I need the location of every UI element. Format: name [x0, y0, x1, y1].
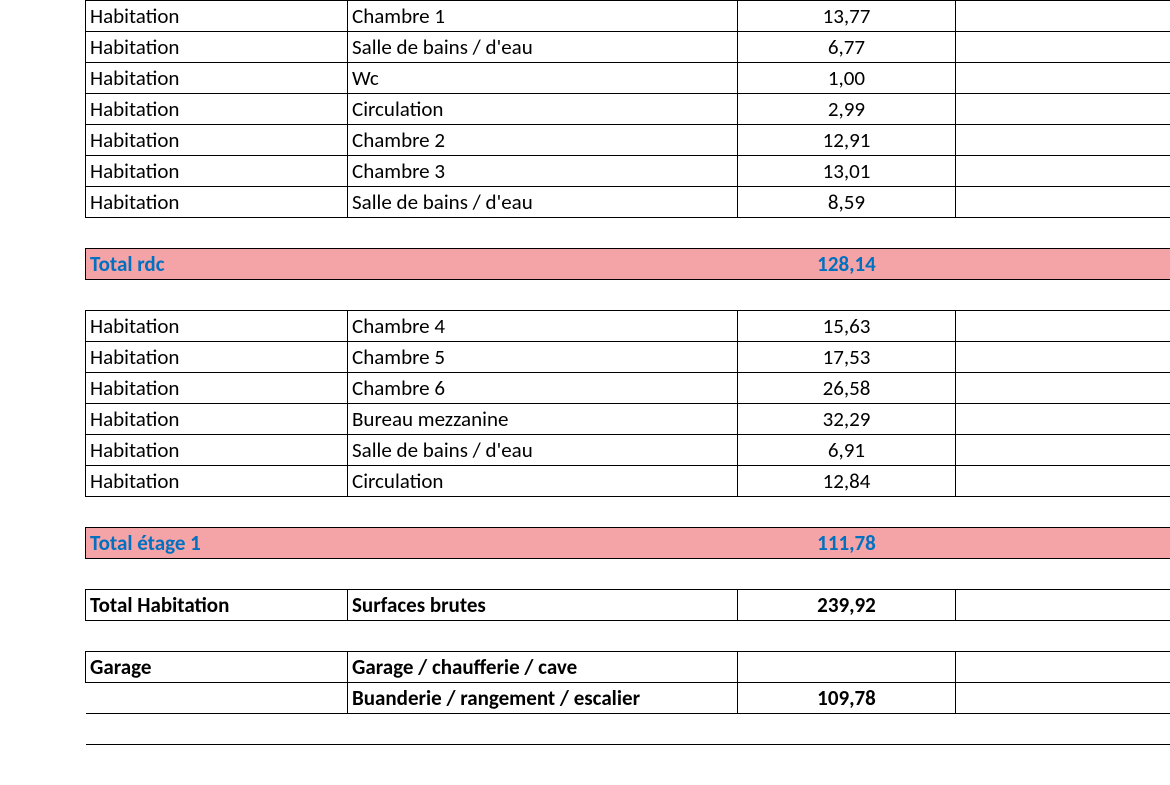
cell-empty: [956, 63, 1170, 94]
table-row: Habitation Wc 1,00: [86, 63, 1170, 94]
total-label: Total rdc: [86, 249, 348, 280]
cell-empty: [956, 528, 1170, 559]
cell-room: Salle de bains / d'eau: [348, 187, 738, 218]
cell-empty: [348, 249, 738, 280]
cell-value: [738, 652, 956, 683]
cell-value: 17,53: [738, 342, 956, 373]
cell-value: 15,63: [738, 311, 956, 342]
cell-room: Circulation: [348, 466, 738, 497]
cell-value: 239,92: [738, 590, 956, 621]
cell-empty: [956, 1, 1170, 32]
cell-type: Habitation: [86, 63, 348, 94]
cell-room: Chambre 5: [348, 342, 738, 373]
spacer-row: [86, 280, 1170, 311]
cell-type: Habitation: [86, 311, 348, 342]
cell-empty: [956, 466, 1170, 497]
cell-type: Habitation: [86, 156, 348, 187]
cell-empty: [956, 187, 1170, 218]
total-value: 128,14: [738, 249, 956, 280]
cell-empty: [956, 373, 1170, 404]
table-row: Habitation Chambre 6 26,58: [86, 373, 1170, 404]
cell-type: Habitation: [86, 94, 348, 125]
table-row: Habitation Salle de bains / d'eau 6,77: [86, 32, 1170, 63]
cell-room: Circulation: [348, 94, 738, 125]
table-row: Garage Garage / chaufferie / cave: [86, 652, 1170, 683]
cell-room: Chambre 3: [348, 156, 738, 187]
cell-room: Chambre 6: [348, 373, 738, 404]
cell-empty: [956, 311, 1170, 342]
table-row: Habitation Bureau mezzanine 32,29: [86, 404, 1170, 435]
spreadsheet-surface-table: Habitation Chambre 1 13,77 Habitation Sa…: [0, 0, 1170, 785]
cell-room: Salle de bains / d'eau: [348, 32, 738, 63]
total-value: 111,78: [738, 528, 956, 559]
spacer-row: [86, 559, 1170, 590]
spacer-row: [86, 218, 1170, 249]
table-row: Habitation Chambre 5 17,53: [86, 342, 1170, 373]
cell-empty: [956, 590, 1170, 621]
table-row: Habitation Circulation 2,99: [86, 94, 1170, 125]
cell-value: 26,58: [738, 373, 956, 404]
cell-value: 6,77: [738, 32, 956, 63]
cell-empty: [956, 94, 1170, 125]
cell-value: 32,29: [738, 404, 956, 435]
cell-room: Garage / chaufferie / cave: [348, 652, 738, 683]
total-habitation-row: Total Habitation Surfaces brutes 239,92: [86, 590, 1170, 621]
cell-type: Habitation: [86, 404, 348, 435]
cell-value: 6,91: [738, 435, 956, 466]
cell-empty: [956, 249, 1170, 280]
spacer-row: [86, 714, 1170, 745]
cell-room: Chambre 4: [348, 311, 738, 342]
table-row: Habitation Salle de bains / d'eau 6,91: [86, 435, 1170, 466]
cell-type: Habitation: [86, 466, 348, 497]
table-row: Habitation Chambre 4 15,63: [86, 311, 1170, 342]
cell-value: 13,77: [738, 1, 956, 32]
cell-empty: [956, 404, 1170, 435]
cell-empty: [956, 125, 1170, 156]
spacer-row: [86, 497, 1170, 528]
table-row: Buanderie / rangement / escalier 109,78: [86, 683, 1170, 714]
total-etage1-row: Total étage 1 111,78: [86, 528, 1170, 559]
cell-value: 13,01: [738, 156, 956, 187]
cell-type: Garage: [86, 652, 348, 683]
table-row: Habitation Chambre 2 12,91: [86, 125, 1170, 156]
cell-room: Salle de bains / d'eau: [348, 435, 738, 466]
cell-empty: [956, 32, 1170, 63]
total-rdc-row: Total rdc 128,14: [86, 249, 1170, 280]
cell-type: Total Habitation: [86, 590, 348, 621]
cell-empty: [348, 528, 738, 559]
cell-type: Habitation: [86, 435, 348, 466]
cell-empty: [956, 652, 1170, 683]
cell-room: Buanderie / rangement / escalier: [348, 683, 738, 714]
table-row: Habitation Chambre 1 13,77: [86, 1, 1170, 32]
cell-empty: [956, 342, 1170, 373]
table-row: Habitation Circulation 12,84: [86, 466, 1170, 497]
cell-value: 12,84: [738, 466, 956, 497]
cell-value: 1,00: [738, 63, 956, 94]
surface-table: Habitation Chambre 1 13,77 Habitation Sa…: [85, 0, 1170, 745]
cell-room: Chambre 2: [348, 125, 738, 156]
cell-value: 109,78: [738, 683, 956, 714]
cell-empty: [956, 435, 1170, 466]
cell-type: Habitation: [86, 1, 348, 32]
cell-type: Habitation: [86, 32, 348, 63]
table-row: Habitation Salle de bains / d'eau 8,59: [86, 187, 1170, 218]
table-row: Habitation Chambre 3 13,01: [86, 156, 1170, 187]
cell-type: Habitation: [86, 342, 348, 373]
cell-value: 2,99: [738, 94, 956, 125]
cell-empty: [956, 683, 1170, 714]
cell-value: 8,59: [738, 187, 956, 218]
cell-empty: [956, 156, 1170, 187]
cell-value: 12,91: [738, 125, 956, 156]
cell-type: Habitation: [86, 187, 348, 218]
cell-room: Chambre 1: [348, 1, 738, 32]
cell-room: Bureau mezzanine: [348, 404, 738, 435]
cell-room: Wc: [348, 63, 738, 94]
spacer-row: [86, 621, 1170, 652]
cell-type: Habitation: [86, 373, 348, 404]
cell-room: Surfaces brutes: [348, 590, 738, 621]
total-label: Total étage 1: [86, 528, 348, 559]
cell-type: Habitation: [86, 125, 348, 156]
cell-empty: [86, 683, 348, 714]
